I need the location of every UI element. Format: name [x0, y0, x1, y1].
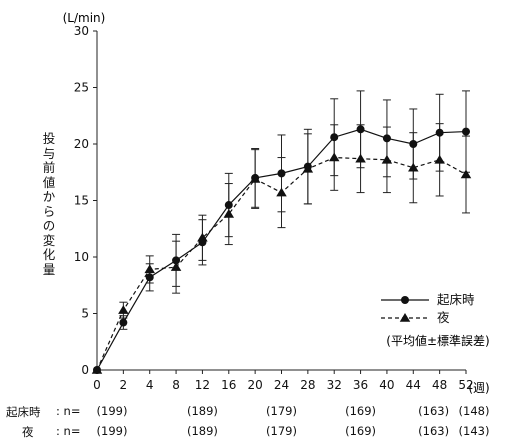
- y-axis-label-char: 与: [42, 145, 56, 161]
- data-point-night: [197, 232, 208, 242]
- n-table-cell: (179): [266, 424, 297, 438]
- data-point-night: [249, 174, 261, 183]
- legend-marker-night: [399, 313, 411, 322]
- y-tick-label: 20: [74, 137, 89, 151]
- x-tick-label: 0: [93, 378, 101, 392]
- data-point-night: [170, 262, 182, 271]
- y-tick-label: 30: [74, 24, 89, 38]
- x-tick-label: 52: [458, 378, 473, 392]
- x-tick-label: 20: [248, 378, 263, 392]
- n-row-label: 夜: [22, 425, 34, 439]
- x-tick-label: 8: [172, 378, 180, 392]
- data-point-night: [91, 365, 103, 374]
- n-table-cell: (148): [458, 404, 490, 418]
- data-point-night: [460, 169, 472, 179]
- x-tick-label: 44: [406, 378, 421, 392]
- data-point-night: [144, 264, 155, 274]
- legend-label: 起床時: [437, 292, 475, 307]
- data-point-wake: [119, 318, 128, 327]
- y-axis-label-char: 値: [42, 174, 56, 190]
- data-point-wake: [382, 134, 391, 143]
- series-layer: [91, 90, 472, 374]
- data-point-night: [355, 153, 366, 163]
- data-point-wake: [277, 169, 286, 178]
- data-point-wake: [145, 273, 154, 282]
- y-axis-label-char: の: [42, 218, 56, 233]
- data-point-wake: [330, 133, 339, 142]
- n-row-prefix: : n=: [56, 424, 81, 438]
- n-row-prefix: : n=: [56, 404, 81, 418]
- x-tick-label: 32: [327, 378, 342, 392]
- y-unit-label: (L/min): [63, 11, 106, 25]
- legend-marker-wake: [401, 296, 409, 304]
- data-point-night: [276, 187, 287, 197]
- y-axis-label-char: 量: [42, 261, 56, 277]
- data-point-night: [223, 209, 235, 218]
- data-point-wake: [435, 128, 444, 137]
- x-tick-label: 4: [146, 378, 154, 392]
- y-axis-label-char: 投: [42, 131, 56, 146]
- n-table-cell: (199): [96, 424, 128, 438]
- n-table-cell: (143): [458, 424, 490, 438]
- data-point-wake: [172, 256, 181, 265]
- x-tick-label: 40: [379, 378, 394, 392]
- data-point-wake: [356, 125, 365, 134]
- x-tick-label: 24: [274, 378, 289, 392]
- y-axis-label-char: 化: [42, 247, 56, 262]
- y-axis-label-char: ら: [42, 203, 56, 219]
- n-table-cell: (169): [345, 404, 377, 418]
- y-tick-label: 10: [74, 250, 89, 264]
- n-table-cell: (179): [266, 404, 297, 418]
- n-row-label: 起床時: [6, 405, 41, 419]
- y-tick-label: 25: [74, 81, 89, 95]
- data-point-wake: [224, 201, 233, 210]
- n-table-cell: (169): [345, 424, 377, 438]
- x-tick-label: 28: [300, 378, 315, 392]
- y-tick-label: 5: [81, 307, 89, 321]
- data-point-night: [302, 163, 314, 173]
- data-point-night: [381, 154, 393, 164]
- legend-label: 夜: [437, 310, 450, 325]
- data-point-night: [328, 152, 340, 162]
- x-unit-label: (週): [468, 381, 489, 395]
- data-point-night: [408, 162, 419, 172]
- y-axis-label-char: 前: [42, 160, 56, 175]
- error-bar-note: (平均値±標準誤差): [386, 333, 489, 348]
- y-axis-label-char: 変: [42, 232, 56, 248]
- data-point-night: [434, 154, 445, 164]
- y-tick-label: 0: [81, 363, 89, 377]
- y-axis-label: 投与前値からの変化量: [41, 131, 57, 277]
- n-table-cell: (163): [418, 424, 450, 438]
- x-tick-label: 16: [221, 378, 236, 392]
- x-tick-label: 36: [353, 378, 368, 392]
- n-table-row-night: 夜 : n= (199) (189) (179) (169) (163) (143): [0, 424, 505, 440]
- data-point-night: [118, 305, 129, 314]
- x-tick-label: 12: [195, 378, 210, 392]
- n-table-cell: (163): [418, 404, 450, 418]
- y-tick-label: 15: [74, 194, 89, 208]
- x-tick-label: 48: [432, 378, 447, 392]
- data-point-wake: [409, 140, 418, 148]
- n-table-cell: (189): [186, 424, 218, 438]
- y-axis-label-char: か: [42, 189, 56, 204]
- x-tick-label: 2: [120, 378, 128, 392]
- n-table-row-wake: 起床時 : n= (199) (189) (179) (169) (163) (148): [0, 404, 505, 420]
- data-point-wake: [462, 127, 470, 136]
- n-table-cell: (189): [186, 404, 218, 418]
- n-table-cell: (199): [96, 404, 128, 418]
